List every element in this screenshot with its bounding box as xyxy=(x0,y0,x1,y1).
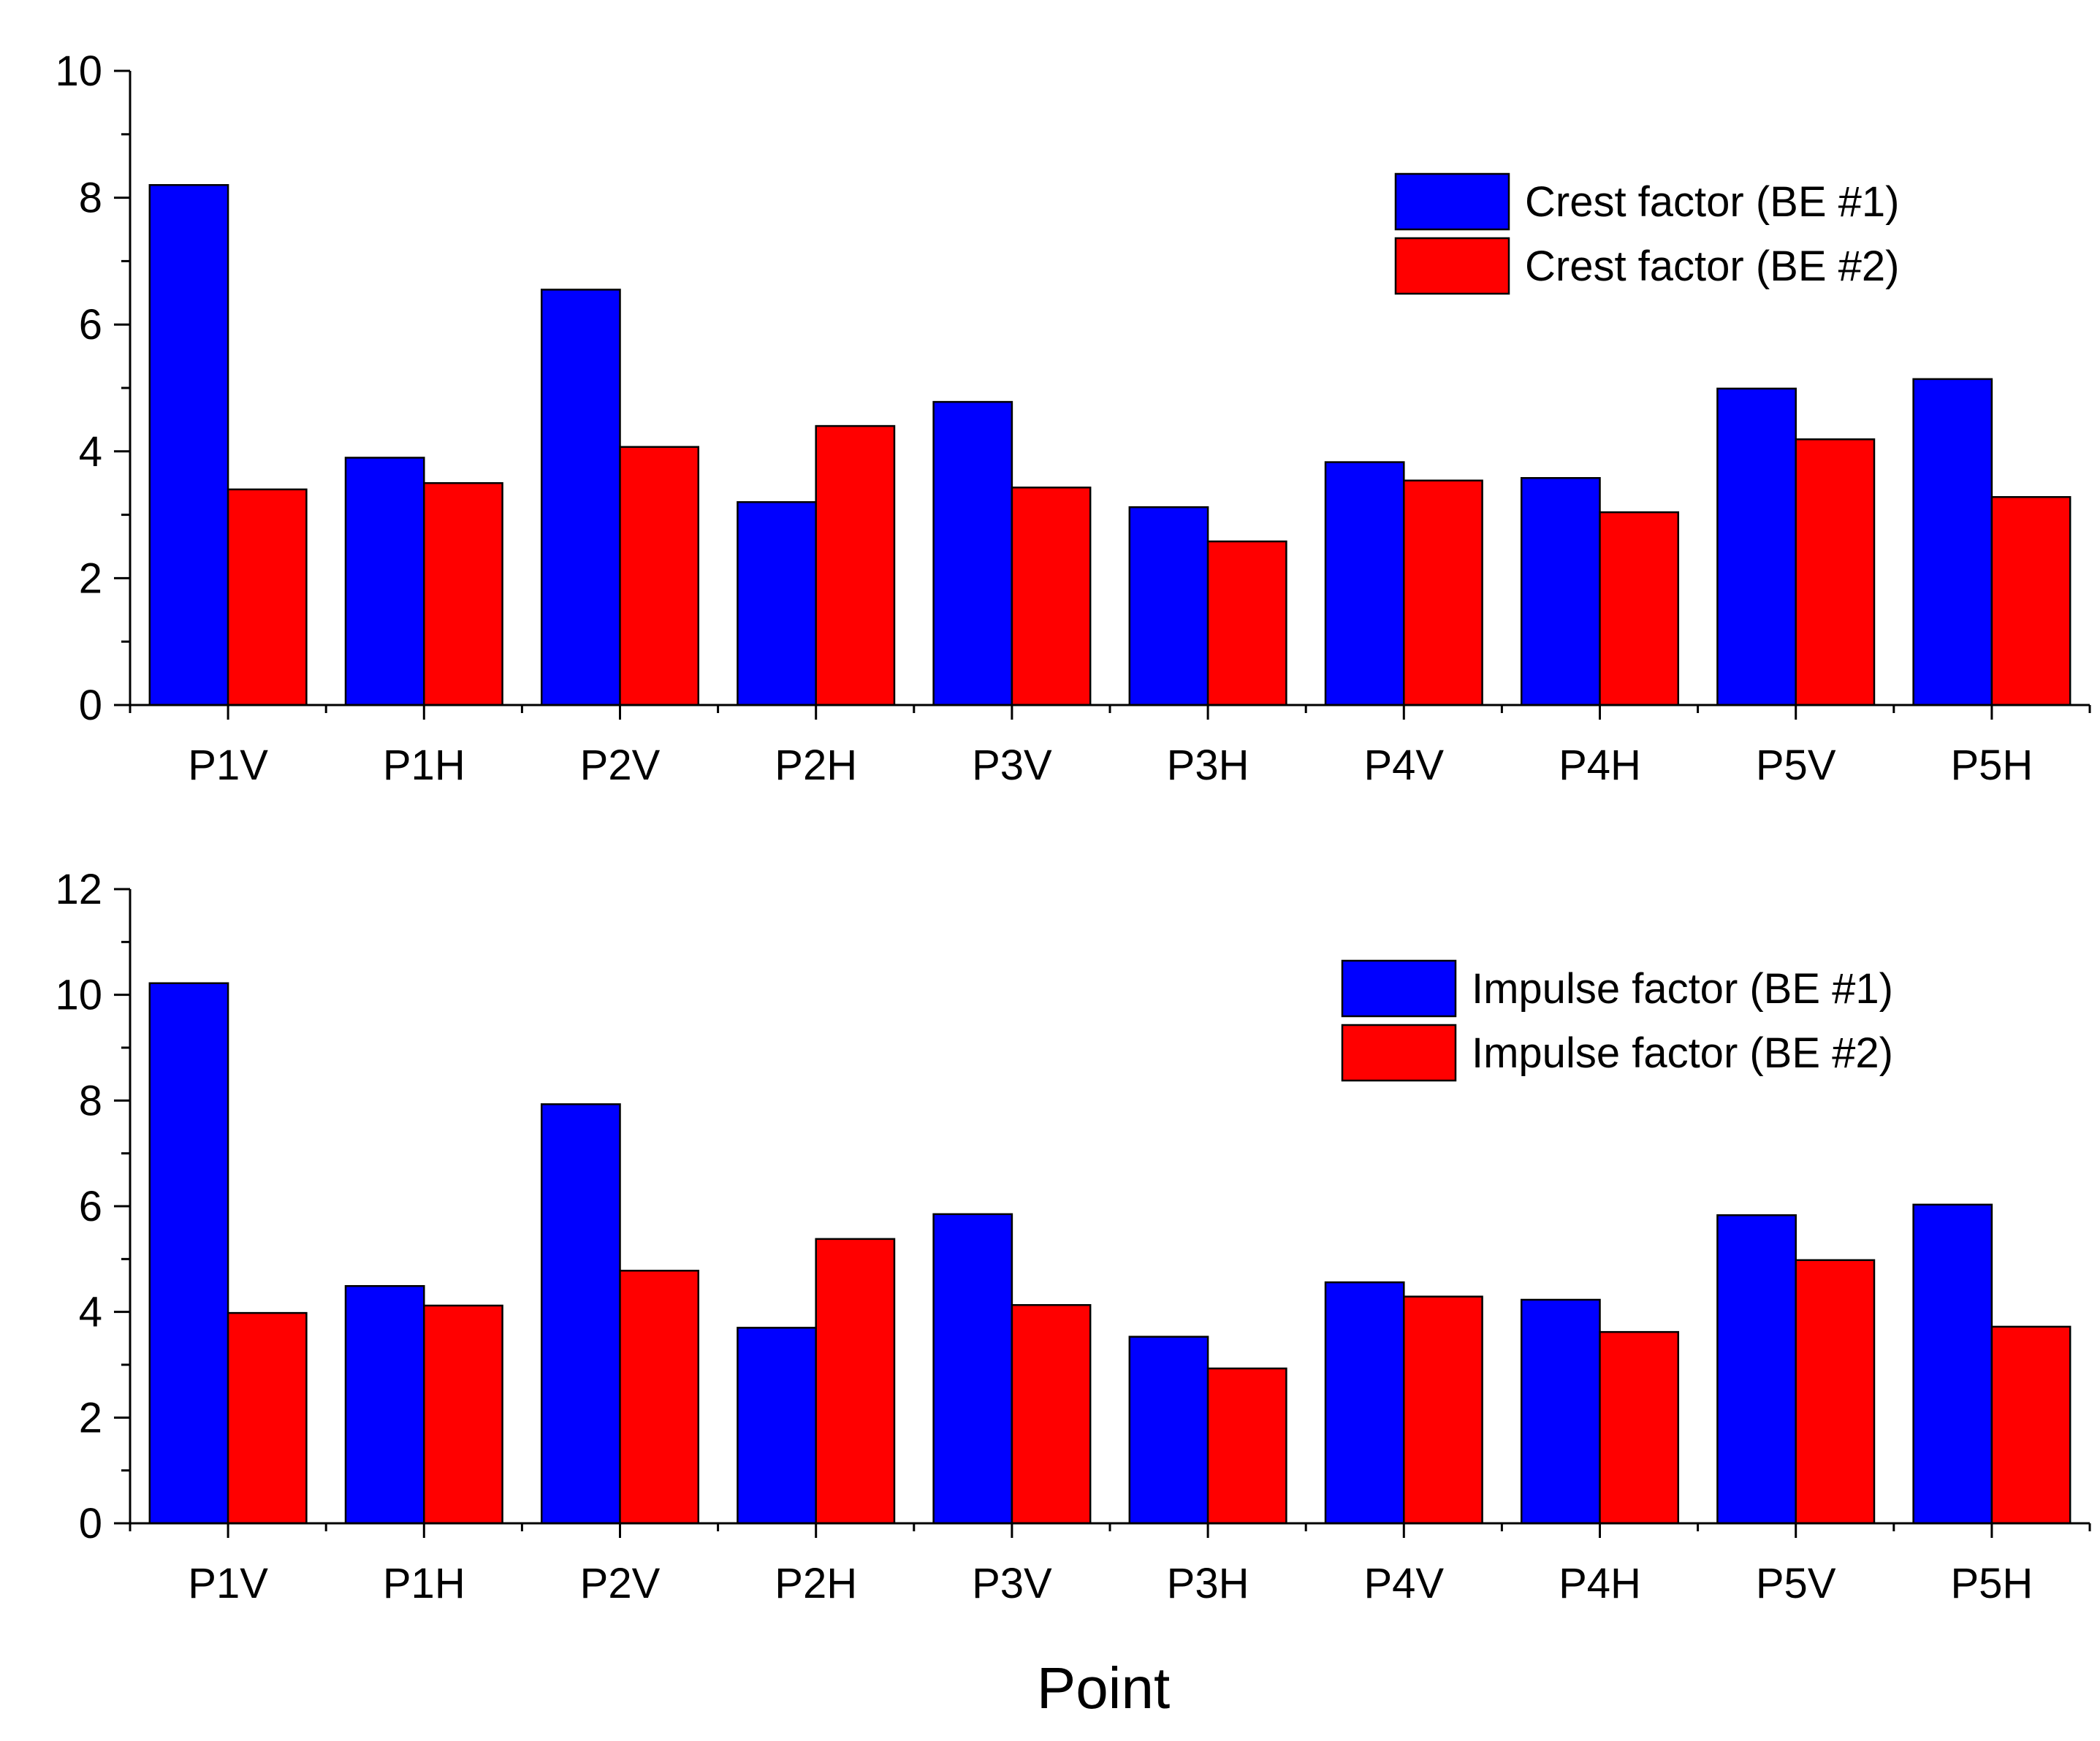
x-tick-label-p1v: P1V xyxy=(188,1560,268,1607)
x-tick-label-p5v: P5V xyxy=(1756,1560,1836,1607)
bar-p1v-series-2 xyxy=(227,488,308,706)
bar-p4h-series-2 xyxy=(1599,1330,1680,1525)
bar-p3h-series-2 xyxy=(1206,1367,1287,1525)
bar-p3h-series-1 xyxy=(1128,506,1209,706)
bar-p5h-series-2 xyxy=(1990,1325,2072,1525)
legend-swatch-series-2 xyxy=(1341,1024,1457,1082)
crest-factor-chart: 0 2 4 6 8 10 P1V P1H P2V P2H P3V P3H P4V P4H P5V P5H Cre… xyxy=(55,47,2091,789)
x-tick-label-p3h: P3H xyxy=(1167,1560,1249,1607)
y-tick-label: 8 xyxy=(79,1077,102,1124)
bar-p1v-series-1 xyxy=(148,982,229,1525)
bar-p2h-series-2 xyxy=(815,424,896,706)
bar-p2h-series-1 xyxy=(737,500,817,706)
x-tick-label-p3v: P3V xyxy=(972,742,1052,789)
bar-p1h-series-2 xyxy=(423,1304,503,1525)
bar-p2v-series-1 xyxy=(540,1103,621,1525)
x-tick-label-p2h: P2H xyxy=(775,1560,857,1607)
bar-p5v-series-1 xyxy=(1716,387,1797,706)
legend-swatch-series-1 xyxy=(1341,959,1457,1018)
bar-p1h-series-1 xyxy=(344,457,425,706)
legend-label-series-1: Crest factor (BE #1) xyxy=(1525,178,1899,226)
bar-p4v-series-1 xyxy=(1324,461,1405,706)
bar-p4h-series-1 xyxy=(1520,1298,1601,1525)
x-tick-label-p1h: P1H xyxy=(383,1560,465,1607)
y-tick-label: 0 xyxy=(79,1500,102,1547)
bar-p2v-series-2 xyxy=(619,446,700,706)
bar-p5v-series-1 xyxy=(1716,1214,1797,1525)
x-tick-label-p2v: P2V xyxy=(580,742,661,789)
x-tick-label-p1h: P1H xyxy=(383,742,465,789)
x-tick-label-p4v: P4V xyxy=(1363,742,1444,789)
bar-p3v-series-2 xyxy=(1011,487,1092,706)
y-tick-label: 4 xyxy=(79,428,102,476)
bar-p5h-series-2 xyxy=(1990,496,2072,706)
bar-p4h-series-1 xyxy=(1520,477,1601,706)
bar-p4v-series-1 xyxy=(1324,1281,1405,1525)
legend-label-series-2: Impulse factor (BE #2) xyxy=(1472,1029,1893,1077)
x-tick-label-p3v: P3V xyxy=(972,1560,1052,1607)
bar-p5h-series-1 xyxy=(1912,378,1993,706)
bar-p4v-series-2 xyxy=(1403,1295,1483,1525)
bar-p1v-series-1 xyxy=(148,183,229,706)
x-tick-label-p2v: P2V xyxy=(580,1560,661,1607)
bar-p2v-series-1 xyxy=(540,289,621,706)
y-tick-label: 2 xyxy=(79,1394,102,1441)
bar-p3v-series-2 xyxy=(1011,1304,1092,1525)
bar-p3v-series-1 xyxy=(932,400,1013,706)
y-tick-label: 10 xyxy=(55,972,102,1019)
bar-p4v-series-2 xyxy=(1403,479,1483,706)
impulse-factor-chart: 0 2 4 6 8 10 12 P1V P1H P2V P2H P3V P3H P4V P4H P5V P5H I… xyxy=(55,866,2091,1607)
bar-p3v-series-1 xyxy=(932,1213,1013,1525)
y-tick-label: 2 xyxy=(79,555,102,602)
bar-p5h-series-1 xyxy=(1912,1203,1993,1525)
bar-p1h-series-1 xyxy=(344,1284,425,1525)
y-tick-label: 4 xyxy=(79,1289,102,1336)
y-tick-label: 8 xyxy=(79,175,102,222)
x-tick-label-p5v: P5V xyxy=(1756,742,1836,789)
x-tick-label-p4h: P4H xyxy=(1559,1560,1641,1607)
y-tick-label: 12 xyxy=(55,866,102,913)
bar-p3h-series-1 xyxy=(1128,1336,1209,1525)
x-tick-label-p2h: P2H xyxy=(775,742,857,789)
legend-swatch-series-2 xyxy=(1394,237,1510,295)
y-tick-label: 10 xyxy=(55,47,102,95)
bar-p2v-series-2 xyxy=(619,1269,700,1525)
bar-p1v-series-2 xyxy=(227,1311,308,1525)
legend-label-series-2: Crest factor (BE #2) xyxy=(1525,243,1899,290)
legend-label-series-1: Impulse factor (BE #1) xyxy=(1472,965,1893,1013)
bar-p4h-series-2 xyxy=(1599,511,1680,706)
x-tick-label-p3h: P3H xyxy=(1167,742,1249,789)
bar-p2h-series-2 xyxy=(815,1238,896,1525)
y-tick-label: 0 xyxy=(79,682,102,729)
bar-p2h-series-1 xyxy=(737,1327,817,1525)
bar-p5v-series-2 xyxy=(1795,438,1876,706)
bar-p3h-series-2 xyxy=(1206,540,1287,706)
x-tick-label-p5h: P5H xyxy=(1950,742,2033,789)
x-tick-label-p1v: P1V xyxy=(188,742,268,789)
x-tick-label-p5h: P5H xyxy=(1950,1560,2033,1607)
y-tick-label: 6 xyxy=(79,301,102,348)
bar-p5v-series-2 xyxy=(1795,1259,1876,1525)
x-tick-label-p4v: P4V xyxy=(1363,1560,1444,1607)
x-tick-label-p4h: P4H xyxy=(1559,742,1641,789)
bar-p1h-series-2 xyxy=(423,481,503,706)
x-axis-label: Point xyxy=(1037,1656,1170,1721)
legend-swatch-series-1 xyxy=(1394,172,1510,231)
y-tick-label: 6 xyxy=(79,1183,102,1230)
